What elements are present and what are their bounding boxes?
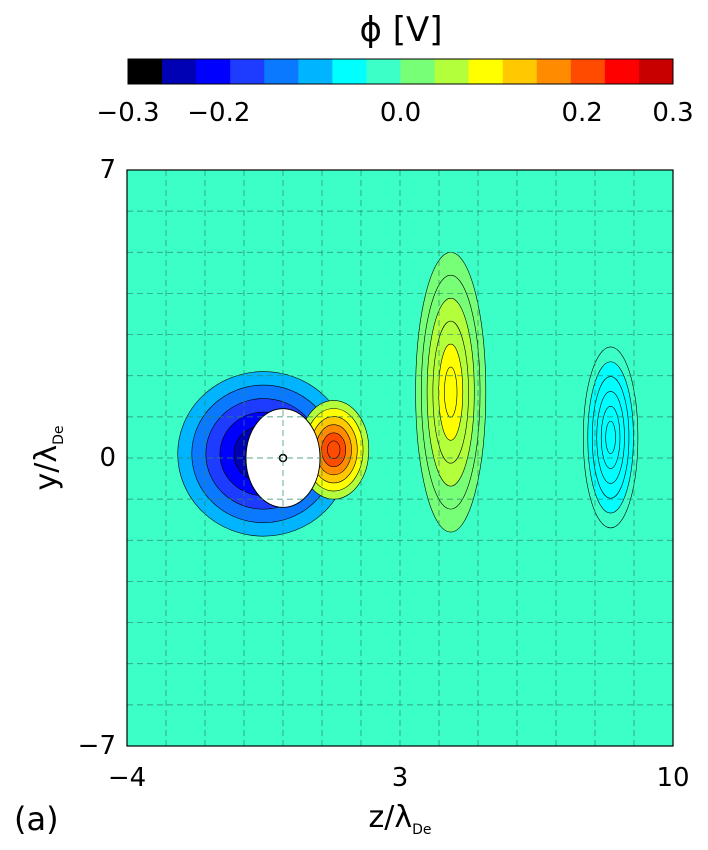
colorbar-swatch (502, 59, 538, 84)
colorbar-frame (127, 58, 674, 85)
y-tick-label: 7 (99, 155, 116, 185)
colorbar-swatch (230, 59, 265, 84)
x-tick-label: 3 (391, 763, 409, 793)
y-tick-label: −7 (77, 731, 116, 761)
colorbar-swatch (638, 59, 674, 84)
colorbar-tick-label: 0.3 (652, 98, 694, 128)
colorbar (127, 58, 674, 85)
contour-level (327, 440, 341, 459)
colorbar-tick-label: 0.2 (561, 98, 603, 128)
colorbar-swatch (128, 59, 163, 84)
colorbar-swatch (570, 59, 606, 84)
colorbar-swatch (264, 59, 299, 84)
colorbar-title: ϕ [V] (359, 10, 443, 50)
colorbar-swatch (536, 59, 572, 84)
colorbar-tick-label: −0.2 (187, 98, 251, 128)
contour-level (444, 366, 458, 418)
y-axis-label: y/λDe (29, 425, 67, 491)
x-tick-label: −4 (107, 763, 147, 793)
colorbar-tick-label: −0.3 (96, 98, 160, 128)
colorbar-swatch (604, 59, 640, 84)
contour-level (605, 420, 616, 455)
colorbar-swatch (366, 59, 401, 84)
colorbar-swatch (196, 59, 231, 84)
colorbar-swatch (434, 59, 470, 84)
contour-plot (126, 169, 674, 747)
x-tick-label: 10 (656, 763, 690, 793)
colorbar-tick-label: 0.0 (379, 98, 422, 128)
colorbar-swatch (332, 59, 367, 84)
panel-label: (a) (14, 800, 59, 838)
colorbar-swatch (400, 59, 436, 84)
plot-frame (126, 169, 674, 747)
colorbar-swatch (468, 59, 504, 84)
y-tick-label: 0 (99, 443, 116, 473)
colorbar-swatch (298, 59, 333, 84)
colorbar-swatch (162, 59, 197, 84)
x-axis-label: z/λDe (368, 800, 432, 838)
